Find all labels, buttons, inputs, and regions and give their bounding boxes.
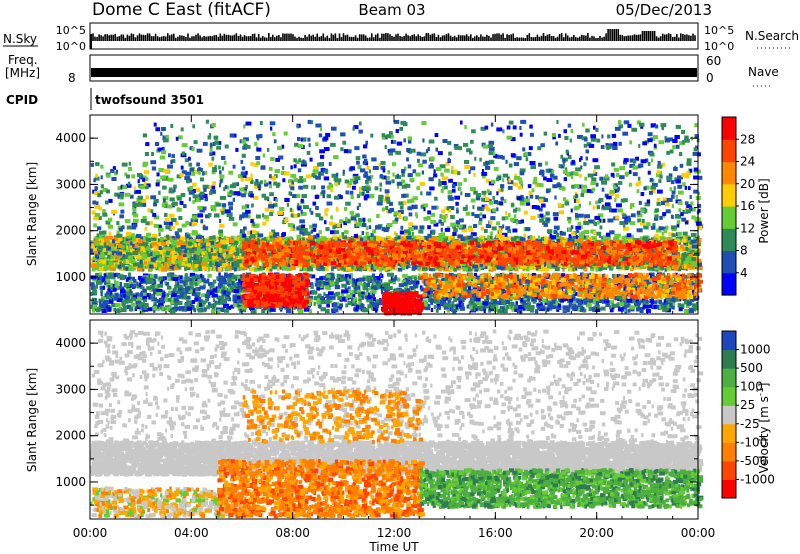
beam-label: Beam 03 (358, 1, 425, 19)
plot-title: Dome C East (fitACF) (92, 0, 271, 20)
freq-tick: 8 (68, 71, 76, 85)
freq-label-line2: [MHz] (5, 66, 40, 80)
velocity-heatmap (90, 329, 704, 519)
nsky-right-top-tick: 10^5 (704, 24, 734, 37)
freq-panel-frame (89, 54, 699, 82)
time-xlabel: Time UT (368, 540, 419, 554)
cpid-label: CPID (6, 93, 38, 107)
velocity-ylabel: Slant Range [km] (25, 368, 39, 472)
freq-trace (91, 68, 697, 77)
time-x-ticks: 00:00 04:00 08:00 12:00 16:00 20:00 00:00 (73, 115, 715, 540)
nsky-left-top-tick: 10^5 (56, 24, 86, 37)
nave-bottom-tick: 0 (706, 71, 714, 85)
nsky-label: N.Sky (3, 32, 37, 46)
power-heatmap (90, 119, 704, 316)
nsky-trace (90, 29, 696, 49)
nsky-left-bottom-tick: 10^0 (56, 40, 86, 53)
cpid-value: twofsound 3501 (95, 93, 204, 107)
nave-top-tick: 60 (706, 54, 721, 68)
nsearch-label: N.Search (745, 29, 799, 43)
nave-label: Nave (748, 65, 779, 79)
date-label: 05/Dec/2013 (616, 1, 712, 19)
power-ylabel: Slant Range [km] (25, 162, 39, 266)
nsky-right-bottom-tick: 10^0 (704, 40, 734, 53)
power-colorbar-label: Power [dB] (757, 178, 771, 243)
velocity-colorbar-label: Velocity [m s-1] (756, 383, 771, 474)
freq-label-line1: Freq. (8, 53, 38, 67)
